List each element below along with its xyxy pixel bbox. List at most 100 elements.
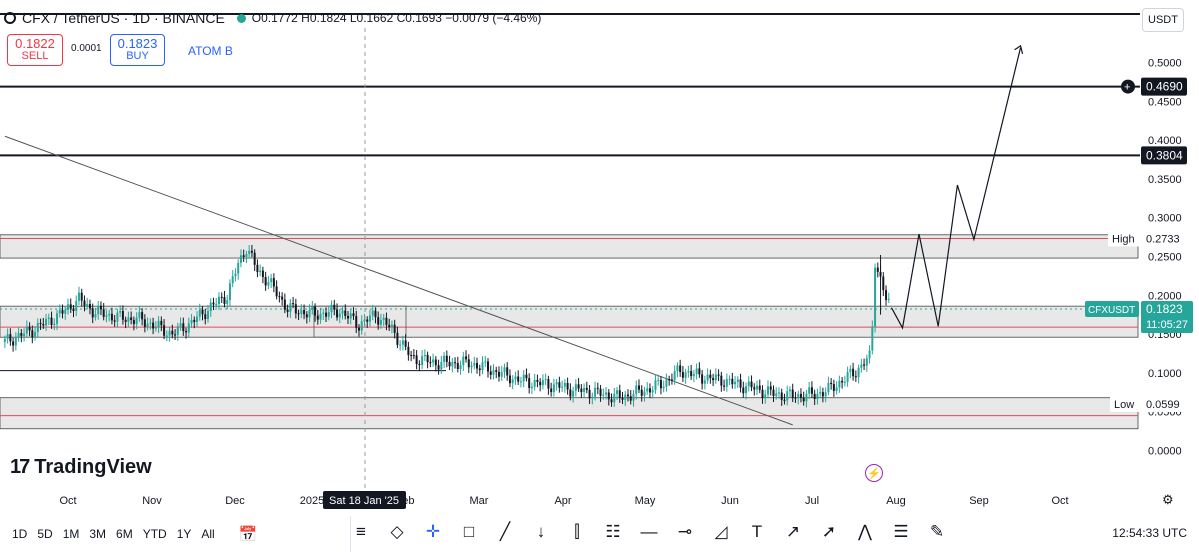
candle-body xyxy=(717,374,720,376)
candle-body xyxy=(393,324,396,333)
fib-tool-icon[interactable]: ⫿ xyxy=(574,522,580,541)
buy-button[interactable]: 0.1823 BUY xyxy=(110,34,165,66)
candle xyxy=(426,351,429,369)
symbol-title[interactable]: CFX / TetherUS · 1D · BINANCE xyxy=(22,10,225,26)
menu-icon[interactable]: ≡ xyxy=(356,522,366,541)
list-tool-icon[interactable]: ☰ xyxy=(893,522,909,541)
candle xyxy=(363,313,366,327)
candle xyxy=(69,298,72,313)
timeframe-button-3m[interactable]: 3M xyxy=(89,527,107,541)
pattern-tool-icon[interactable]: ⋀ xyxy=(858,522,872,541)
candle xyxy=(168,326,171,342)
crosshair-date: Sat 18 Jan '25 xyxy=(329,495,399,507)
candle-body xyxy=(193,319,196,323)
candle-body xyxy=(300,310,303,314)
candle-body xyxy=(20,332,23,337)
candle xyxy=(854,370,857,382)
candle-body xyxy=(308,310,311,318)
candle xyxy=(437,359,440,375)
candle xyxy=(25,320,28,338)
candle-body xyxy=(363,319,366,322)
candle-body xyxy=(12,341,15,346)
candle-body xyxy=(830,382,833,385)
timeframe-button-1m[interactable]: 1M xyxy=(62,527,80,541)
candle xyxy=(514,371,517,385)
candle-body xyxy=(514,376,517,380)
candle-body xyxy=(67,304,69,310)
candle-body xyxy=(371,310,374,316)
currency-selector[interactable]: USDT xyxy=(1142,8,1184,32)
line-tool-icon[interactable]: ╱ xyxy=(499,522,511,541)
candle-body xyxy=(627,394,629,397)
candle-body xyxy=(769,386,772,390)
crosshair-date-bg xyxy=(323,491,406,509)
rectangle-tool-icon[interactable]: □ xyxy=(463,522,475,541)
text-tool-icon[interactable]: T xyxy=(751,522,763,541)
last-price-value: 0.1823 xyxy=(1146,302,1183,316)
timeframe-button-1d[interactable]: 1D xyxy=(12,527,28,541)
chart-settings-icon[interactable]: ⚙ xyxy=(1162,492,1174,507)
x-tick-label: Oct xyxy=(59,495,76,507)
timeframe-button-ytd[interactable]: YTD xyxy=(142,527,167,541)
crosshair-tool-icon[interactable]: ✛ xyxy=(425,522,441,541)
calendar-icon[interactable]: 📅 xyxy=(238,526,258,543)
candle-body xyxy=(695,368,698,374)
timeframe-button-1y[interactable]: 1Y xyxy=(176,527,192,541)
candle xyxy=(204,309,207,325)
candle xyxy=(681,366,684,382)
candle-body xyxy=(220,296,223,298)
price-level-tag-0: 0.4690 xyxy=(1146,80,1183,94)
symbol-tag: CFXUSDT xyxy=(1088,305,1135,316)
shape-tool-icon[interactable]: ◇ xyxy=(390,522,404,541)
candle xyxy=(108,309,111,322)
tradingview-logo[interactable]: 17 TradingView xyxy=(10,456,152,479)
candle-body xyxy=(495,370,498,372)
candle xyxy=(731,372,734,389)
arrow-tool-icon[interactable]: ➚ xyxy=(821,522,837,541)
candle-body xyxy=(742,387,745,394)
timeframe-button-5d[interactable]: 5D xyxy=(37,527,53,541)
pitchfork-icon[interactable]: ☷ xyxy=(605,522,621,541)
candle xyxy=(788,386,791,398)
candle xyxy=(297,309,300,321)
broker-label[interactable]: ATOM B xyxy=(188,44,233,58)
candle xyxy=(530,382,533,394)
countdown-value: 11:05:27 xyxy=(1146,319,1188,331)
candle xyxy=(97,301,100,320)
candle-body xyxy=(725,378,728,387)
candle xyxy=(412,349,415,360)
candle xyxy=(698,362,701,378)
candle xyxy=(544,373,547,386)
horizontal-ray-icon[interactable]: ⊸ xyxy=(677,522,693,541)
candle-body xyxy=(239,255,242,263)
high-tag-label: High xyxy=(1112,233,1135,245)
timeframe-button-all[interactable]: All xyxy=(201,527,215,541)
candle-body xyxy=(25,326,28,334)
candle xyxy=(591,392,594,405)
candle-body xyxy=(138,312,141,318)
candle xyxy=(325,307,328,323)
timeframe-button-6m[interactable]: 6M xyxy=(116,527,133,541)
pencil-tool-icon[interactable]: ✎ xyxy=(929,522,945,541)
candle-body xyxy=(780,392,783,400)
candle-body xyxy=(788,389,791,392)
candle-body xyxy=(476,362,479,369)
candle-body xyxy=(786,391,789,401)
sell-button[interactable]: 0.1822 SELL xyxy=(7,34,63,66)
candle xyxy=(371,304,374,321)
candle xyxy=(415,350,418,370)
candle xyxy=(566,377,569,395)
x-tick-label: Sep xyxy=(969,495,989,507)
candle xyxy=(53,318,56,331)
utc-clock[interactable]: 12:54:33 UTC xyxy=(1112,526,1187,540)
candle xyxy=(215,297,218,308)
candle xyxy=(179,317,182,331)
candle xyxy=(341,305,344,320)
vertical-line-icon[interactable]: ↓ xyxy=(536,522,546,541)
horizontal-line-icon[interactable]: — xyxy=(640,522,658,541)
triangle-tool-icon[interactable]: ◿ xyxy=(714,522,728,541)
lightning-icon[interactable]: ⚡ xyxy=(865,464,883,482)
path-tool-icon[interactable]: ↗ xyxy=(785,522,801,541)
candle-body xyxy=(61,310,64,314)
